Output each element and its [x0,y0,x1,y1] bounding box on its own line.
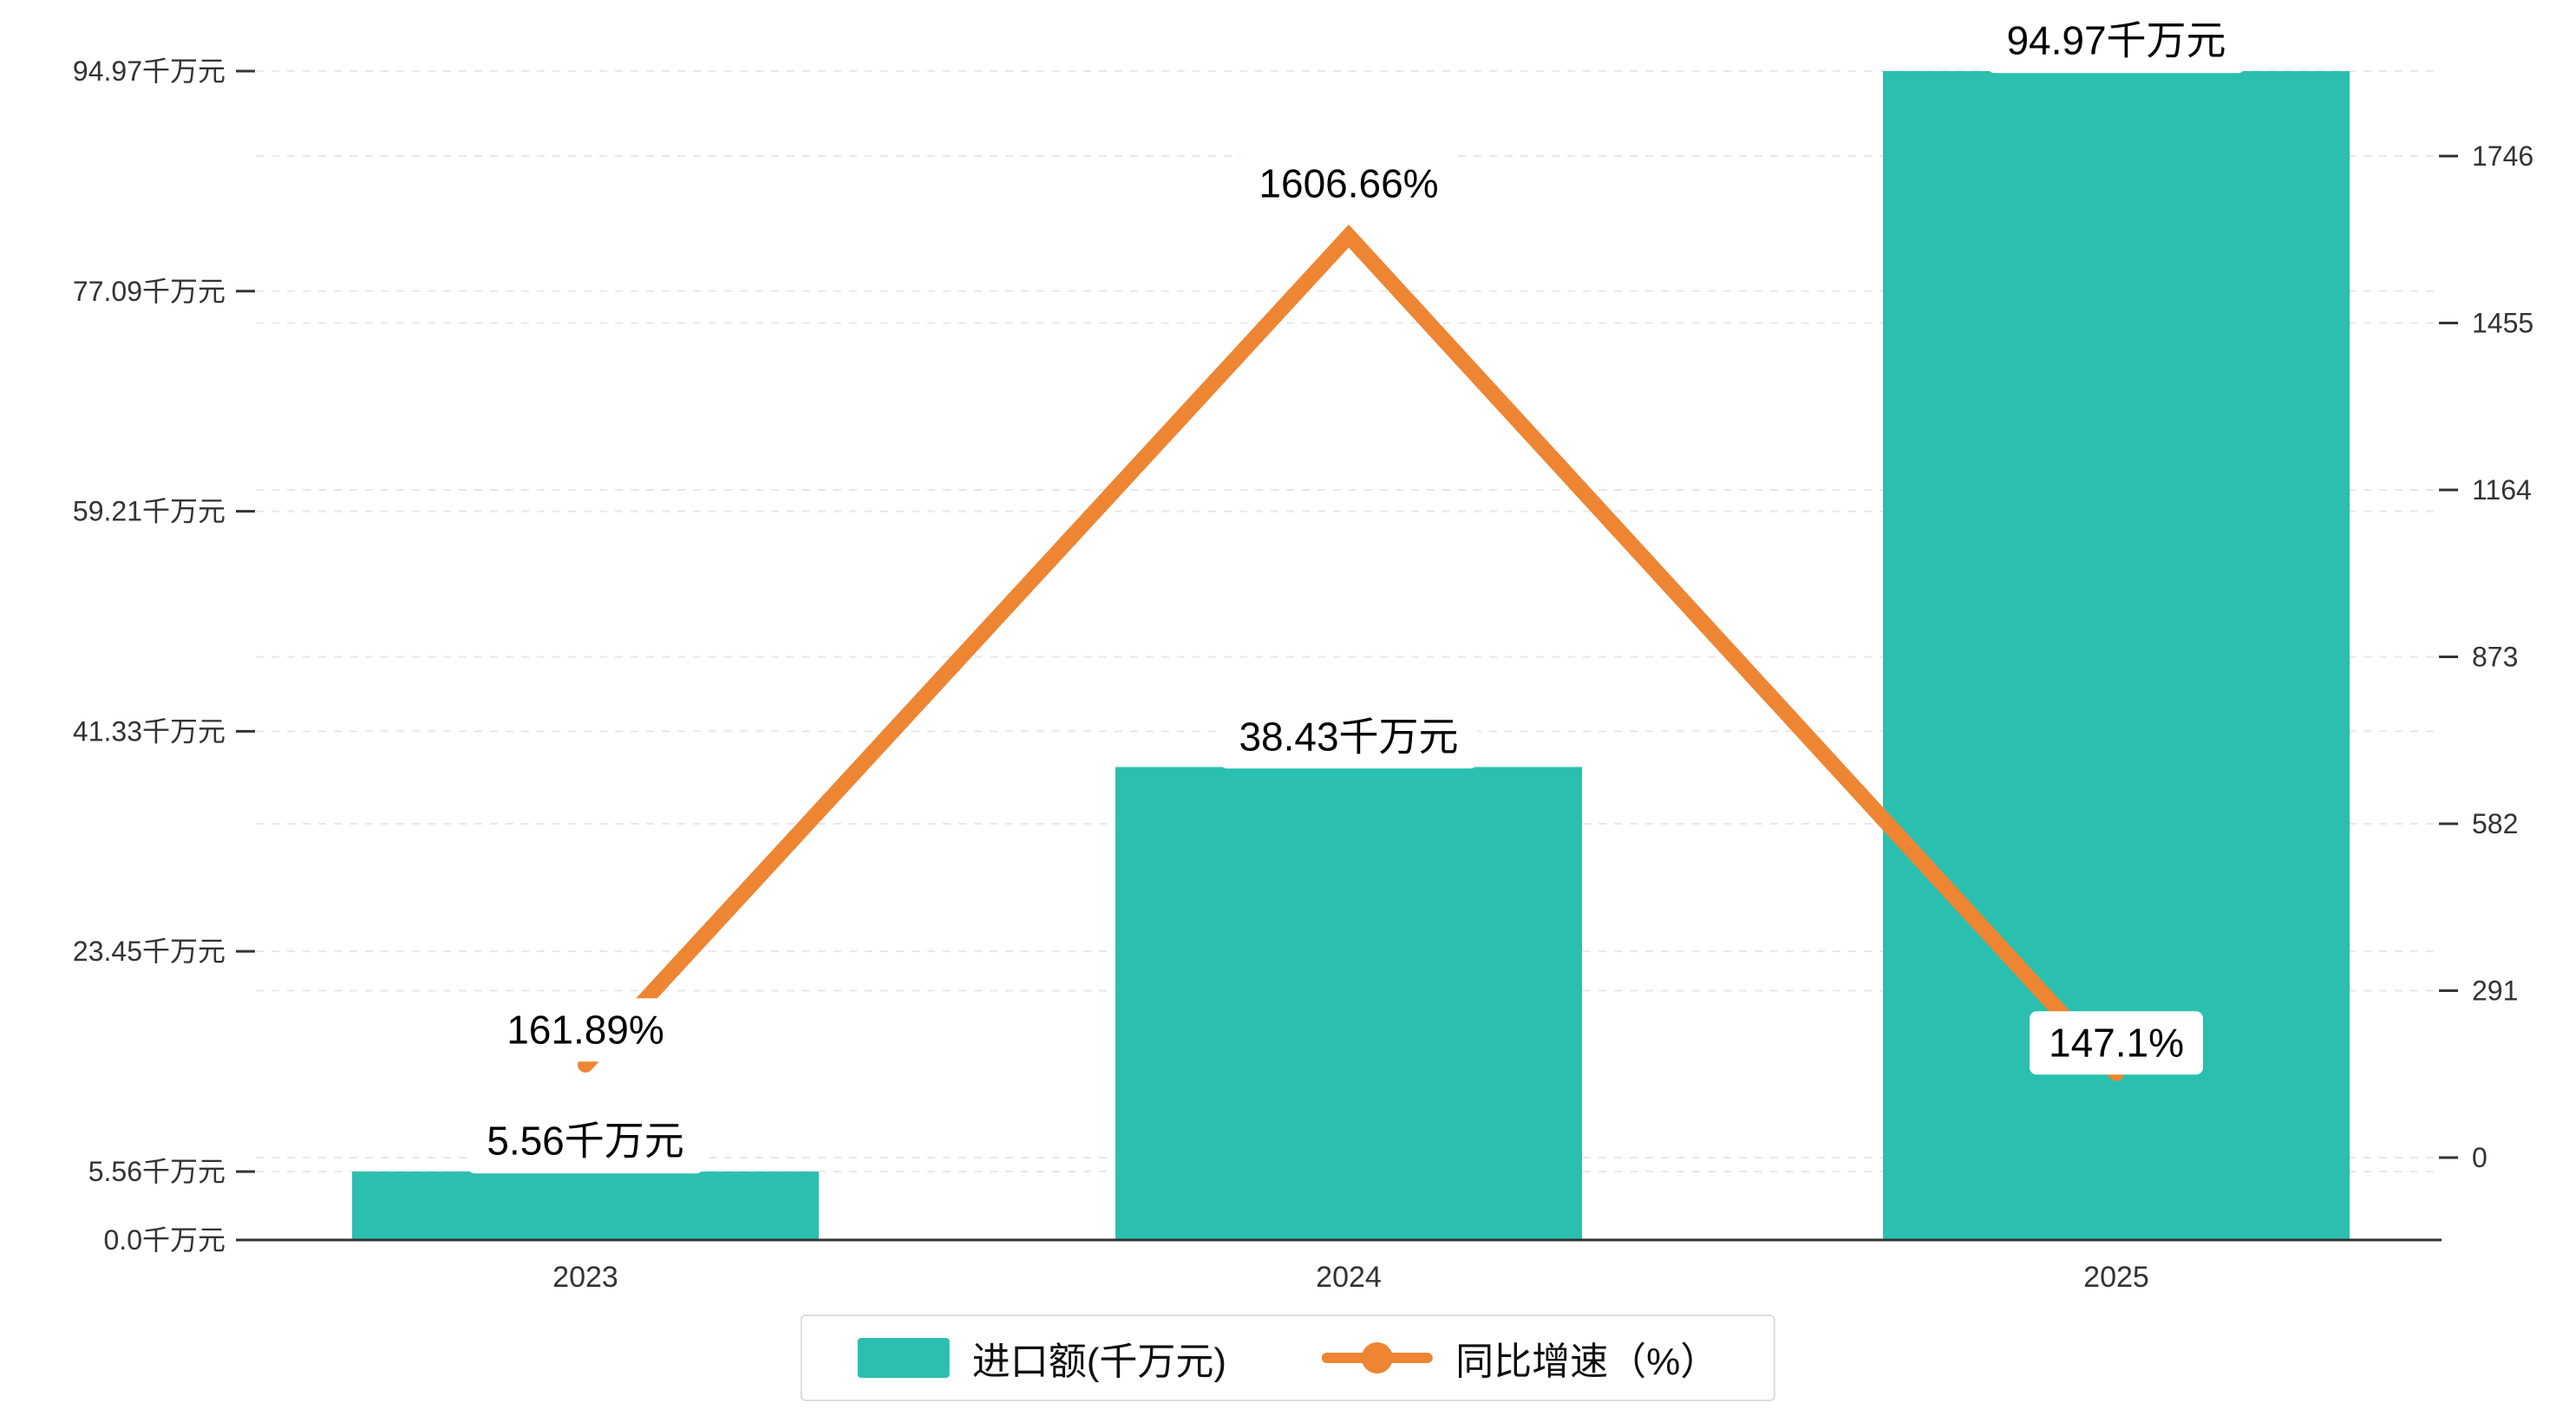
tick-labels: 94.97千万元 77.09千万元 59.21千万元 41.33千万元 23.45千万元… [73,55,2534,1294]
line-swatch-icon [1322,1342,1434,1374]
left-axis-tick: 59.21千万元 [73,496,226,527]
left-axis-tick: 41.33千万元 [73,715,226,747]
x-axis-tick-2025: 2025 [2083,1261,2149,1294]
right-axis-tick: 1164 [2472,474,2532,506]
bar-2024[interactable] [1115,767,1582,1240]
bar-value-label-2025: 94.97千万元 [1987,9,2246,73]
growth-value-label-2025: 147.1% [2029,1010,2204,1075]
bar-value-label-2024: 38.43千万元 [1219,704,1478,769]
growth-line-path[interactable] [578,224,2124,1081]
left-axis-tick: 94.97千万元 [73,55,226,87]
right-axis-tick: 582 [2472,808,2518,839]
right-axis-tick: 291 [2472,976,2518,1007]
left-axis-tick: 77.09千万元 [73,276,226,307]
bar-2023[interactable] [352,1171,819,1240]
line-series [578,224,2124,1081]
growth-value-label-2023: 161.89% [487,998,683,1062]
left-axis-tick: 5.56千万元 [88,1156,226,1187]
right-axis-tick: 1455 [2472,308,2534,339]
legend-imports-label: 进口额(千万元) [971,1341,1227,1383]
legend-growth-label: 同比增速（%） [1455,1341,1719,1383]
right-axis-tick: 873 [2472,642,2518,673]
x-axis-tick-2024: 2024 [1316,1261,1382,1294]
bar-swatch-icon [857,1338,950,1378]
x-axis-tick-2023: 2023 [552,1261,618,1294]
left-axis-tick: 0.0千万元 [104,1224,226,1256]
growth-value-label-2024: 1606.66% [1239,152,1458,216]
right-axis-tick: 1746 [2472,140,2534,172]
left-axis-tick: 23.45千万元 [73,936,226,967]
line-swatch-dot-icon [1362,1342,1394,1374]
right-axis-tick: 0 [2472,1142,2488,1173]
legend-item-imports[interactable]: 进口额(千万元) [857,1330,1227,1386]
legend: 进口额(千万元) 同比增速（%） [800,1315,1776,1401]
axes [236,69,2458,1242]
legend-item-growth[interactable]: 同比增速（%） [1322,1330,1718,1386]
bar-value-label-2023: 5.56千万元 [467,1109,703,1173]
